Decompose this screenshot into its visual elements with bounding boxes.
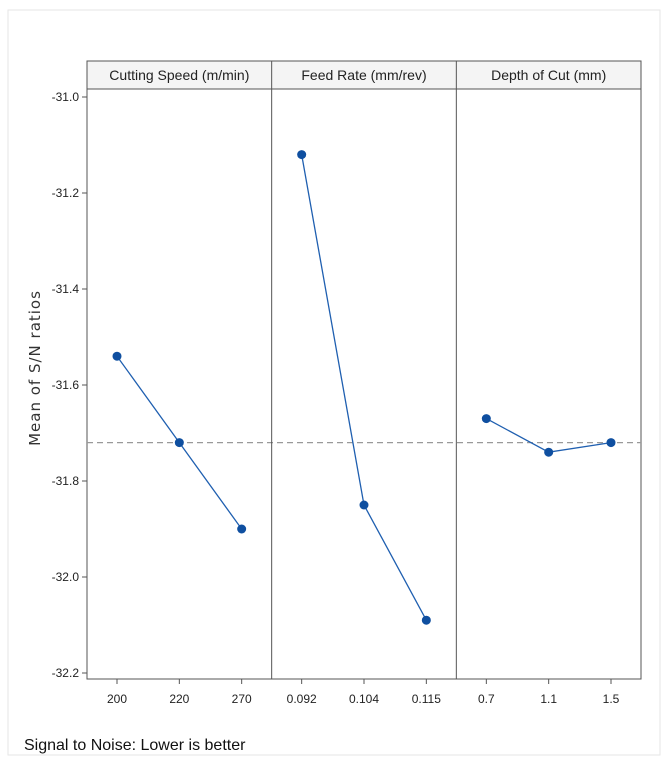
y-tick-label: -31.8: [52, 474, 80, 488]
data-point: [112, 351, 122, 361]
x-tick-label: 200: [107, 692, 127, 706]
data-point: [606, 438, 616, 448]
y-axis: -31.0 -31.2 -31.4 -31.6 -31.8 -32.0 -32.2: [52, 90, 87, 680]
x-tick-label: 220: [169, 692, 189, 706]
data-point: [544, 447, 554, 457]
y-tick-label: -31.4: [52, 282, 80, 296]
y-tick-label: -32.2: [52, 666, 80, 680]
panel-title: Depth of Cut (mm): [491, 67, 606, 83]
x-tick-label: 1.1: [540, 692, 557, 706]
data-point: [297, 150, 307, 160]
data-point: [174, 438, 184, 448]
y-tick-label: -32.0: [52, 570, 80, 584]
panels-group: Cutting Speed (m/min) 200 220 270 Feed Rate …: [86, 60, 642, 706]
x-tick-label: 0.092: [287, 692, 317, 706]
data-point: [481, 414, 491, 424]
data-point: [421, 615, 431, 625]
panel-header-strip: [86, 60, 642, 90]
y-tick-label: -31.2: [52, 186, 80, 200]
data-point: [359, 500, 369, 510]
footnote: Signal to Noise: Lower is better: [24, 737, 246, 754]
y-tick-label: -31.0: [52, 90, 80, 104]
figure-frame: [7, 9, 661, 756]
x-tick-label: 270: [232, 692, 252, 706]
x-tick-label: 0.7: [478, 692, 495, 706]
x-tick-label: 0.115: [412, 692, 441, 706]
data-point: [237, 524, 247, 534]
y-tick-label: -31.6: [52, 378, 80, 392]
panel-title: Cutting Speed (m/min): [109, 67, 249, 83]
panel-title: Feed Rate (mm/rev): [301, 67, 426, 83]
x-tick-label: 0.104: [349, 692, 379, 706]
y-axis-title: Mean of S/N ratios: [26, 290, 44, 446]
x-tick-label: 1.5: [603, 692, 620, 706]
